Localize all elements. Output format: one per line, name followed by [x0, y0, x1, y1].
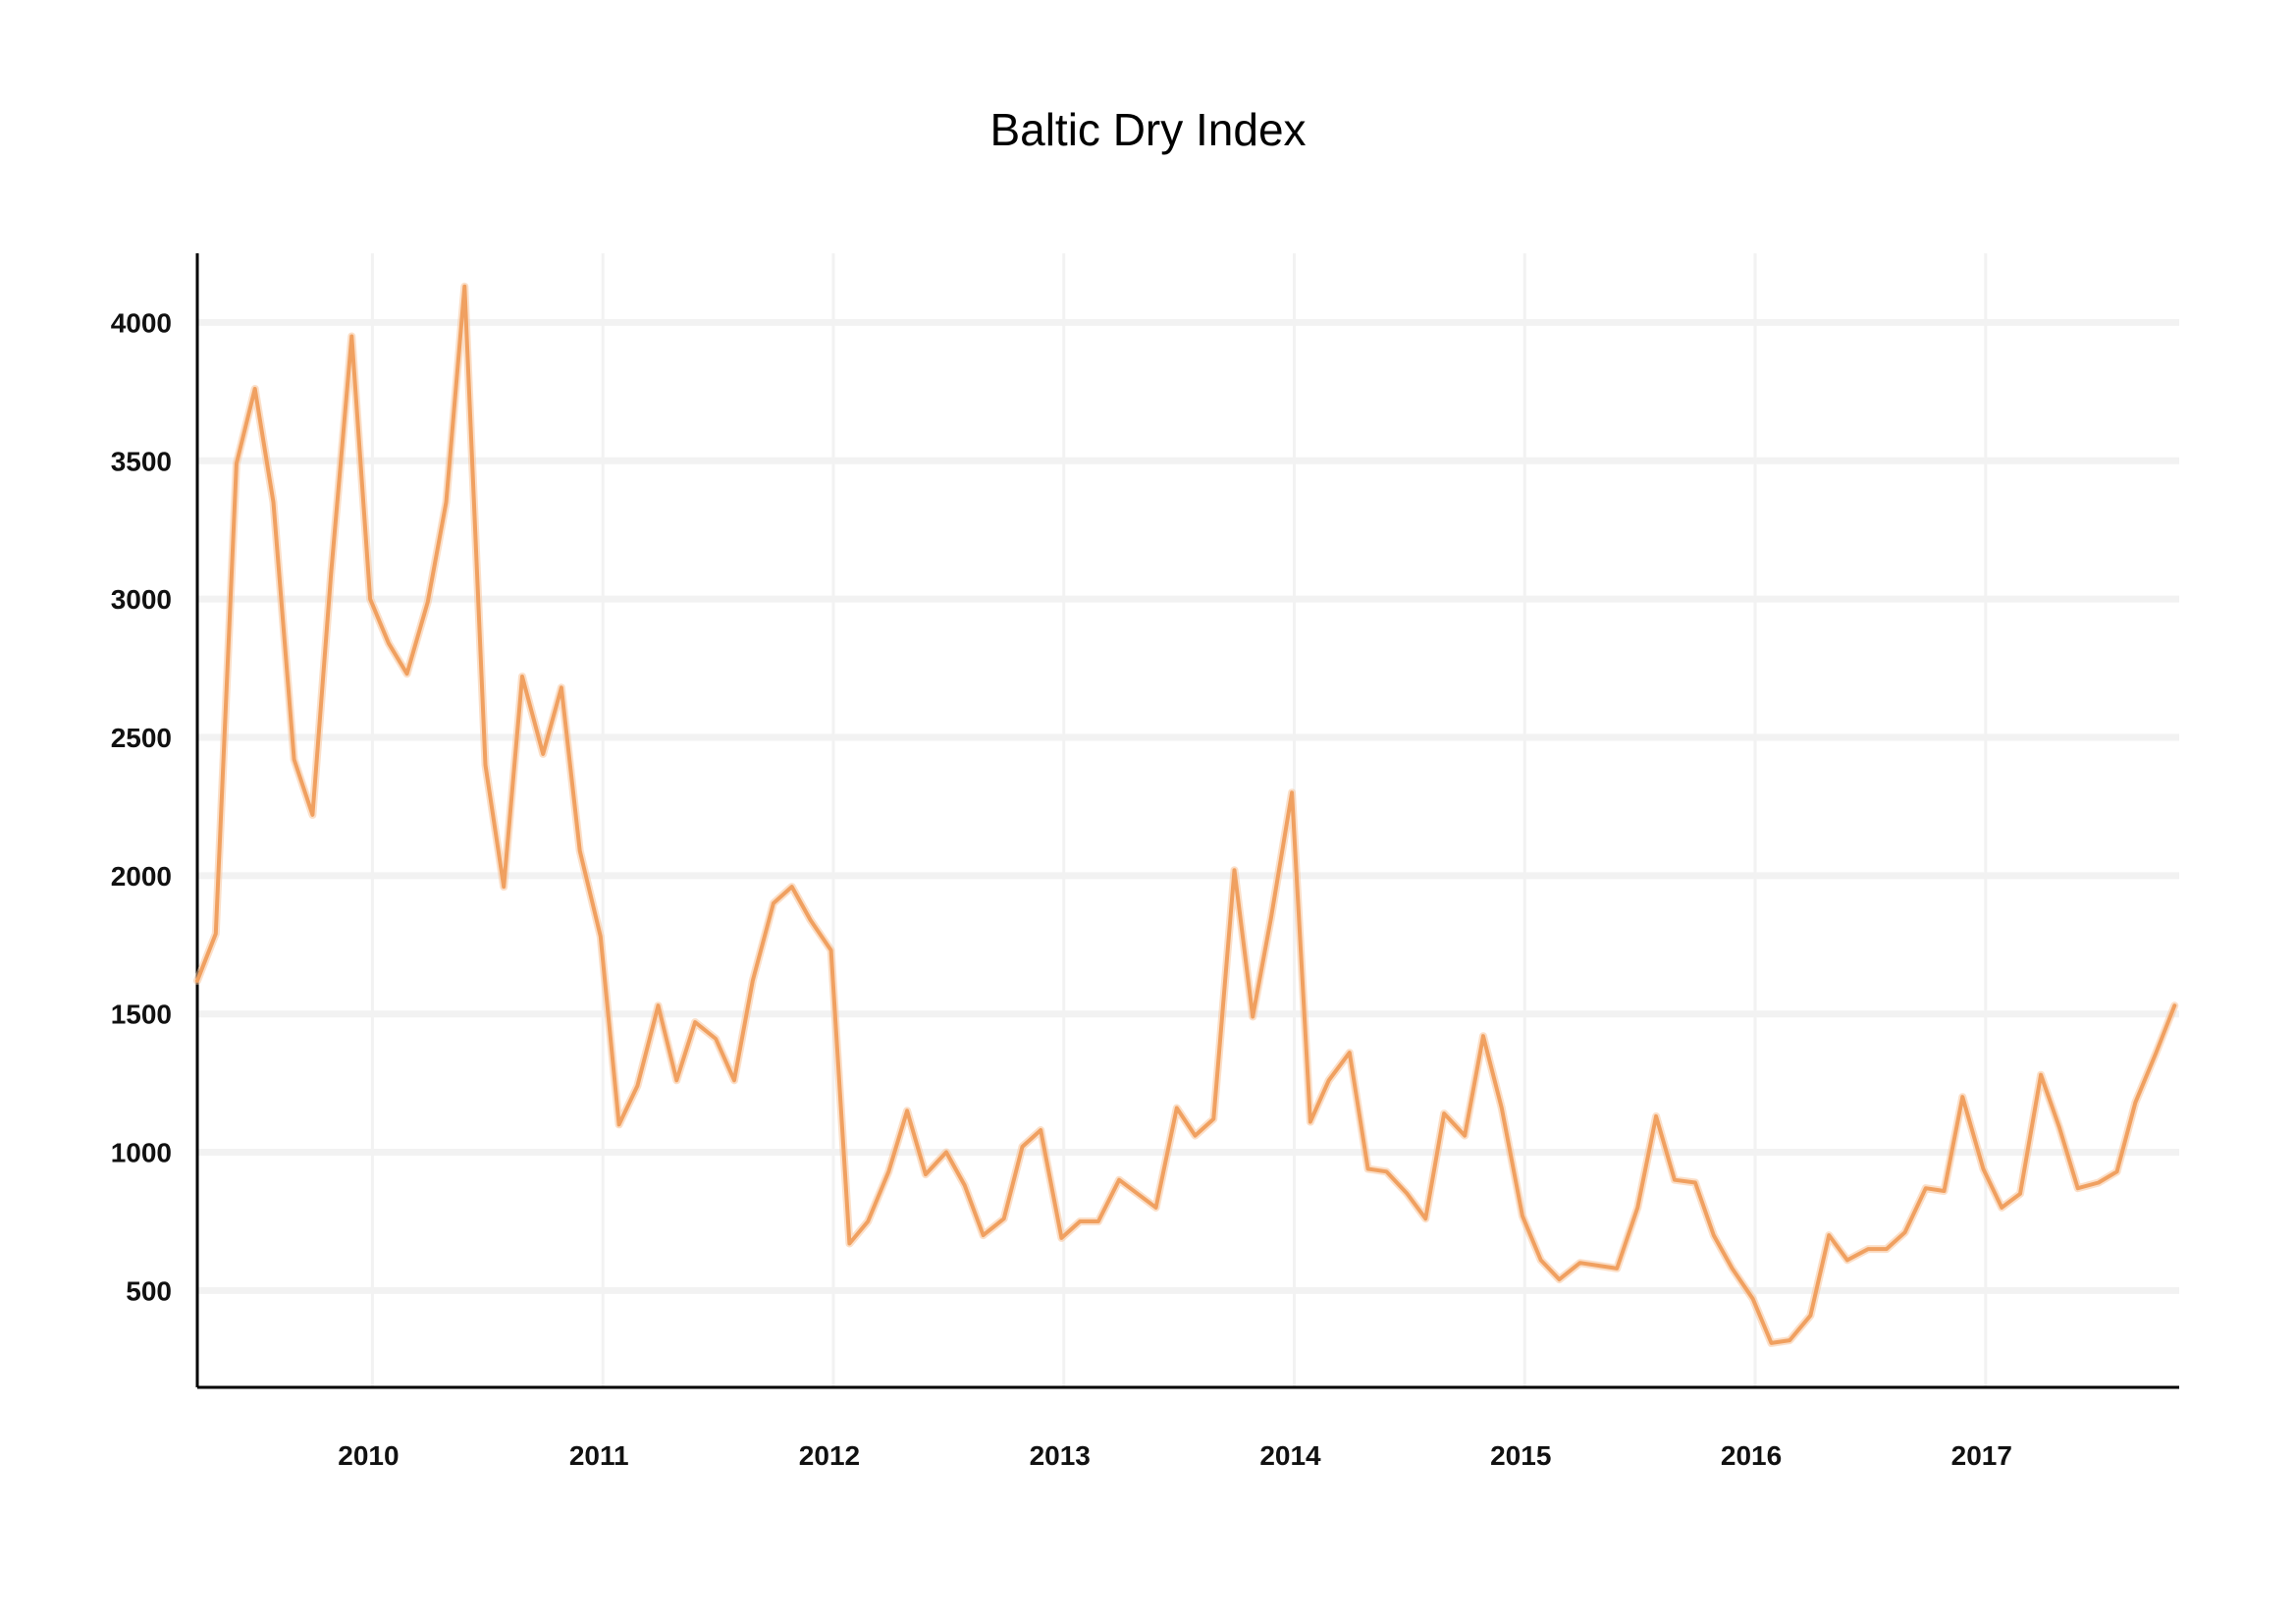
horizontal-gridlines	[197, 318, 2179, 1294]
x-tick-label: 2012	[799, 1440, 860, 1471]
y-tick-label: 4000	[111, 307, 172, 338]
y-tick-label: 3500	[111, 446, 172, 476]
x-tick-label: 2015	[1490, 1440, 1551, 1471]
vertical-gridlines	[370, 253, 1988, 1387]
axes	[195, 253, 2179, 1389]
series-group	[193, 282, 2179, 1347]
x-tick-labels: 2010 2011 2012 2013 2014 2015 2016 2017	[338, 1440, 2012, 1471]
x-tick-label: 2016	[1721, 1440, 1782, 1471]
x-tick-label: 2017	[1951, 1440, 2012, 1471]
x-tick-label: 2013	[1030, 1440, 1091, 1471]
y-tick-label: 2000	[111, 861, 172, 892]
chart-title: Baltic Dry Index	[989, 104, 1307, 155]
y-tick-label: 1500	[111, 1000, 172, 1030]
y-tick-label: 2500	[111, 723, 172, 753]
y-tick-label: 500	[126, 1275, 172, 1306]
x-tick-label: 2010	[338, 1440, 399, 1471]
y-tick-label: 3000	[111, 584, 172, 615]
x-tick-label: 2011	[569, 1440, 629, 1471]
x-tick-label: 2014	[1259, 1440, 1321, 1471]
series-line-0	[195, 284, 2177, 1345]
y-tick-label: 1000	[111, 1138, 172, 1168]
y-tick-labels: 500 1000 1500 2000 2500 3000 3500 4000	[111, 307, 172, 1306]
